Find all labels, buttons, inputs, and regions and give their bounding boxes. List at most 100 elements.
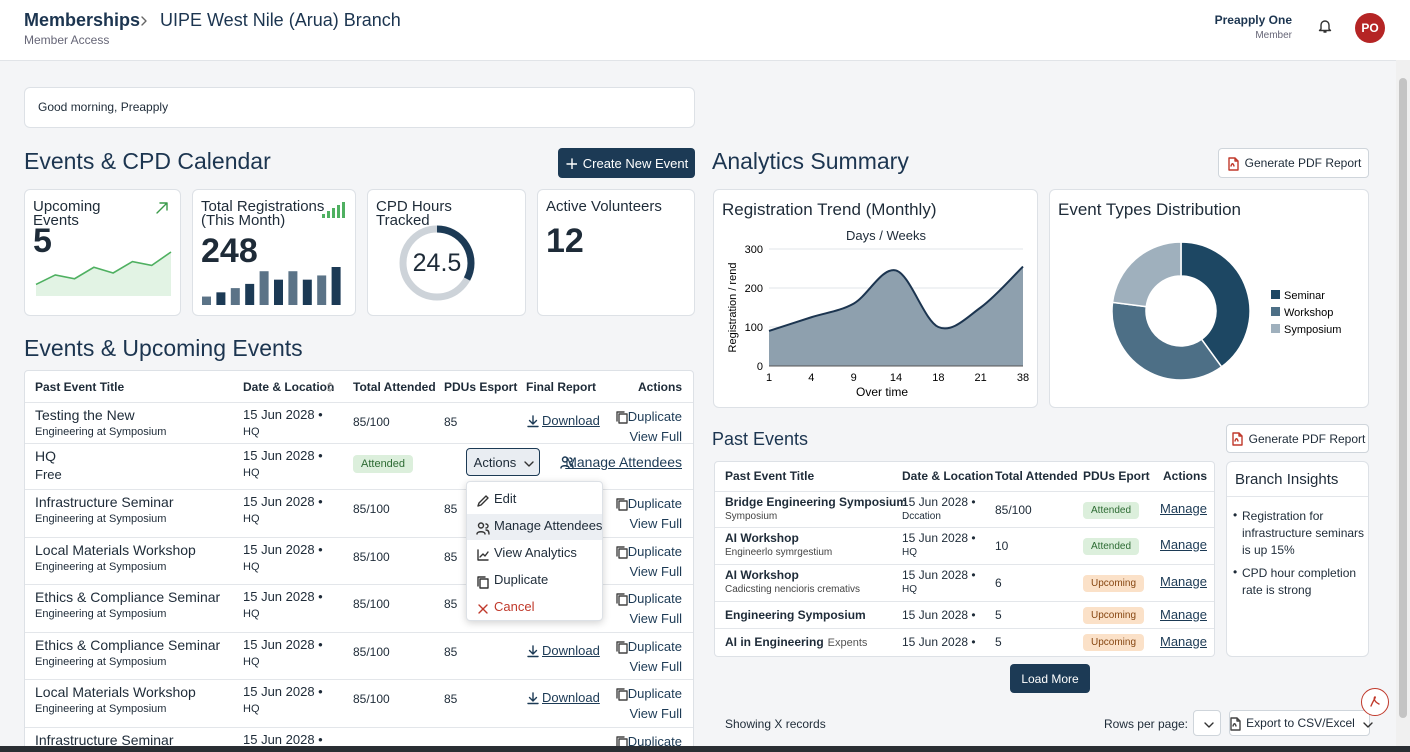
plus-icon-shape: [566, 158, 577, 169]
event-title: AI in Engineering Expents: [725, 635, 868, 649]
column-header: Date & Location: [902, 469, 994, 483]
menu-icon: [477, 495, 489, 507]
greeting-box: [24, 87, 695, 128]
event-location: HQ: [902, 547, 917, 558]
event-location: HQ: [243, 656, 260, 668]
duplicate-link[interactable]: Duplicate: [627, 409, 682, 424]
people-icon: [560, 456, 574, 469]
actions-button-label[interactable]: Actions: [473, 454, 517, 470]
floating-pdf-button[interactable]: [1361, 688, 1389, 716]
cpd-gauge: [399, 225, 475, 301]
actions-menu: [466, 481, 603, 621]
total-attended: 85/100: [353, 692, 390, 706]
pdf-button-label[interactable]: Generate PDF Report: [1248, 431, 1366, 446]
manage-link[interactable]: Manage: [1160, 501, 1207, 516]
duplicate-link[interactable]: Duplicate: [627, 496, 682, 511]
total-attended: 6: [995, 576, 1002, 590]
download-icon-shape: [527, 692, 539, 705]
view-full-link[interactable]: View Full: [629, 429, 682, 444]
legend-label: Symposium: [1284, 324, 1341, 336]
rows-per-page-select[interactable]: [1193, 710, 1221, 736]
view-full-link[interactable]: View Full: [629, 611, 682, 626]
download-link[interactable]: Download: [542, 690, 600, 705]
total-attended: 85/100: [353, 502, 390, 516]
view-full-link[interactable]: View Full: [629, 564, 682, 579]
duplicate-icon: [616, 498, 628, 511]
scrollbar: [1396, 60, 1410, 752]
stat-label: Upcoming Events: [33, 198, 101, 229]
load-more-label[interactable]: Load More: [1021, 671, 1079, 686]
manage-link[interactable]: Manage: [1160, 607, 1207, 622]
row-divider: [25, 402, 693, 403]
duplicate-icon-shape: [616, 593, 628, 606]
manage-attendees-link[interactable]: Manage Attendees: [565, 454, 682, 470]
bars-icon: [322, 202, 345, 218]
sparkline: [35, 251, 172, 296]
duplicate-link[interactable]: Duplicate: [627, 734, 682, 749]
x-tick-label: 9: [851, 372, 857, 384]
actions-button[interactable]: Actions: [466, 448, 540, 476]
legend-swatch: [1271, 307, 1280, 316]
event-location: HQ: [243, 703, 260, 715]
duplicate-link[interactable]: Duplicate: [627, 639, 682, 654]
duplicate-icon-shape: [616, 546, 628, 559]
event-title: Local Materials Workshop: [35, 542, 196, 558]
duplicate-icon: [616, 641, 628, 654]
notification-bell-shape: [1318, 20, 1332, 33]
trend-arrow-shape: [156, 202, 168, 214]
view-full-link[interactable]: View Full: [629, 706, 682, 721]
insight-bullet: •: [1233, 565, 1238, 579]
duplicate-link[interactable]: Duplicate: [627, 544, 682, 559]
create-event-button[interactable]: Create New Event: [558, 148, 695, 178]
view-full-link[interactable]: View Full: [629, 516, 682, 531]
create-event-label[interactable]: Create New Event: [582, 155, 689, 171]
load-more-button[interactable]: Load More: [1010, 664, 1090, 693]
pdus: 85: [444, 415, 458, 429]
chevron-shape: [1204, 722, 1214, 728]
status-pill: Attended: [1083, 502, 1140, 519]
pdus: 85: [444, 550, 458, 564]
duplicate-link[interactable]: Duplicate: [627, 591, 682, 606]
insights-divider: [1227, 496, 1368, 497]
manage-link[interactable]: Manage: [1160, 634, 1207, 649]
event-date: 15 Jun 2028 •: [902, 495, 976, 509]
event-location: HQ: [902, 584, 917, 595]
y-tick-label: 100: [745, 322, 763, 334]
pdf-button[interactable]: Generate PDF Report: [1218, 148, 1369, 178]
breadcrumb-chevron: [141, 16, 147, 26]
menu-item[interactable]: Cancel: [494, 599, 535, 614]
gauge-arc: [436, 225, 475, 281]
event-date: 15 Jun 2028 •: [243, 407, 323, 422]
y-tick-label: 0: [757, 361, 763, 373]
download-link[interactable]: Download: [542, 413, 600, 428]
row-divider: [25, 443, 693, 444]
row-divider: [715, 491, 1214, 492]
menu-item[interactable]: View Analytics: [494, 545, 577, 560]
menu-item[interactable]: Manage Attendees: [494, 518, 603, 533]
export-button[interactable]: Export to CSV/Excel: [1229, 710, 1373, 736]
row-divider: [25, 584, 693, 585]
greeting: Good morning, Preapply: [38, 100, 169, 114]
pdf-button-label[interactable]: Generate PDF Report: [1244, 156, 1362, 170]
row-divider: [25, 537, 693, 538]
pdf-button[interactable]: Generate PDF Report: [1226, 424, 1369, 453]
menu-item[interactable]: Duplicate: [494, 572, 549, 587]
menu-icon-shape: [477, 495, 489, 507]
event-location: Dccation: [902, 511, 941, 522]
manage-link[interactable]: Manage: [1160, 537, 1207, 552]
duplicate-icon: [616, 411, 628, 424]
avatar[interactable]: PO: [1355, 13, 1385, 43]
duplicate-link[interactable]: Duplicate: [627, 686, 682, 701]
chevron: [1363, 722, 1373, 728]
insights-title: Branch Insights: [1235, 471, 1339, 488]
view-full-link[interactable]: View Full: [629, 659, 682, 674]
section-heading: Past Events: [712, 429, 809, 449]
pdus: 85: [444, 645, 458, 659]
download-icon: [527, 692, 539, 705]
donut-slice: [1111, 241, 1182, 308]
status-pill: Upcoming: [1083, 634, 1145, 651]
manage-link[interactable]: Manage: [1160, 574, 1207, 589]
export-label[interactable]: Export to CSV/Excel: [1246, 716, 1355, 730]
menu-item[interactable]: Edit: [494, 491, 517, 506]
download-link[interactable]: Download: [542, 643, 600, 658]
